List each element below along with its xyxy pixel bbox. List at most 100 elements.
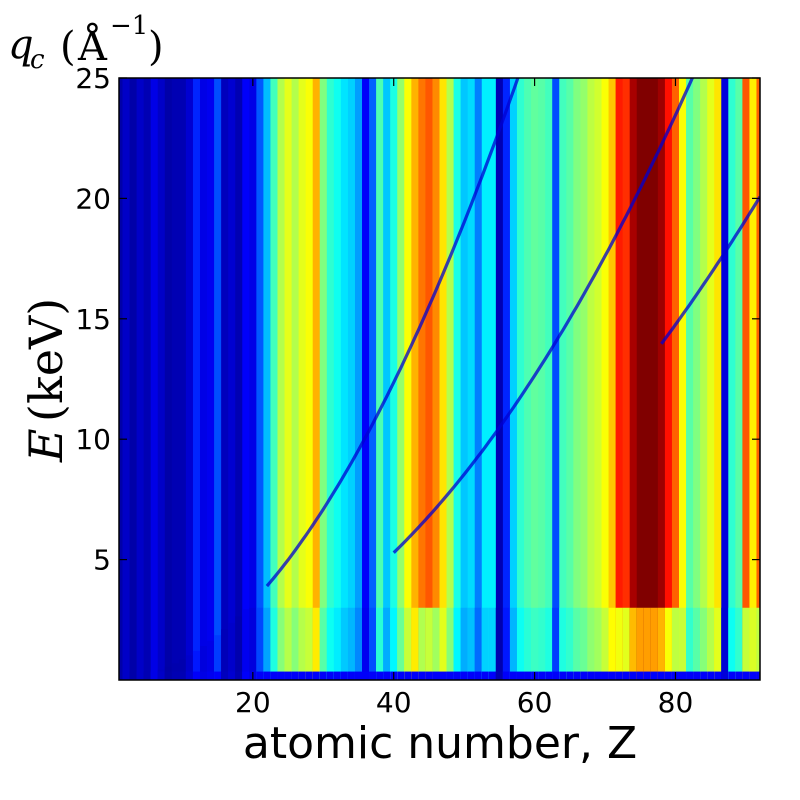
- edge-curve-L: [392, 78, 695, 554]
- heatmap-cell: [580, 78, 589, 680]
- heatmap-cell: [185, 78, 194, 680]
- heatmap-cell-base: [707, 671, 715, 680]
- heatmap-cell-base: [615, 671, 624, 680]
- y-tick-label: 25: [75, 62, 111, 95]
- heatmap-cell-low: [749, 607, 758, 680]
- heatmap-cell-base: [714, 671, 722, 680]
- heatmap-cell-base: [235, 671, 243, 680]
- heatmap-cell-base: [432, 671, 441, 680]
- x-tick-label: 80: [658, 686, 694, 719]
- heatmap-cell-base: [270, 671, 279, 680]
- y-axis-ticks: 5 10 15 20 25: [75, 62, 760, 577]
- heatmap-cell-low: [502, 607, 511, 680]
- heatmap-cell: [488, 78, 497, 680]
- heatmap-cell-low: [608, 607, 617, 680]
- heatmap-cell-base: [495, 671, 504, 680]
- heatmap-cell: [119, 78, 124, 680]
- heatmap-cell: [221, 78, 229, 680]
- heatmap-cell: [157, 78, 166, 680]
- heatmap-cell-base: [319, 671, 328, 680]
- heatmap-cell-base: [171, 671, 180, 680]
- heatmap-cell-low: [707, 607, 715, 680]
- heatmap-cell-low: [397, 607, 405, 680]
- x-axis-ticks: 20 40 60 80: [235, 78, 693, 719]
- heatmap-cell-low: [594, 607, 603, 680]
- heatmap-cell: [678, 78, 687, 680]
- heatmap-cell: [742, 78, 751, 680]
- heatmap-cell-base: [333, 671, 342, 680]
- heatmap-cell-base: [636, 671, 645, 680]
- heatmap-cell: [326, 78, 335, 680]
- heatmap-cell-low: [284, 607, 293, 680]
- heatmap-cell: [228, 78, 236, 680]
- heatmap-cell: [594, 78, 603, 680]
- heatmap-cell: [516, 78, 525, 680]
- heatmap-cell-low: [439, 607, 448, 680]
- heatmap-cell-low: [629, 607, 638, 680]
- heatmap-cell: [474, 78, 483, 680]
- heatmap-cell-low: [559, 607, 567, 680]
- heatmap-cell-low: [524, 607, 532, 680]
- heatmap-cell-low: [728, 607, 736, 680]
- heatmap-cell-low: [573, 607, 581, 680]
- heatmap-cell: [509, 78, 518, 680]
- heatmap-cell: [749, 78, 758, 680]
- heatmap-cell-low: [221, 629, 229, 680]
- heatmap-cell-base: [129, 671, 138, 680]
- heatmap-cell-low: [474, 607, 483, 680]
- heatmap-cell-low: [425, 607, 434, 680]
- heatmap-cell-base: [340, 671, 349, 680]
- heatmap-cell-base: [369, 671, 377, 680]
- heatmap-cell: [347, 78, 356, 680]
- heatmap-cell-low: [432, 607, 441, 680]
- heatmap-cell-base: [460, 671, 469, 680]
- heatmap-cell: [383, 78, 391, 680]
- heatmap-cell-low: [622, 607, 631, 680]
- heatmap-cell: [686, 78, 694, 680]
- heatmap-cell-base: [425, 671, 434, 680]
- heatmap-cell-base: [728, 671, 736, 680]
- heatmap-cell: [136, 78, 145, 680]
- heatmap-cell-low: [552, 607, 560, 680]
- heatmap-cell: [552, 78, 560, 680]
- heatmap-cell: [432, 78, 441, 680]
- heatmap-cell: [369, 78, 377, 680]
- heatmap-cell-base: [221, 671, 229, 680]
- heatmap-cell-low: [545, 607, 553, 680]
- top-label-open-paren: (: [60, 24, 76, 70]
- heatmap-cell: [693, 78, 701, 680]
- heatmap-cell: [460, 78, 469, 680]
- heatmap-cell: [467, 78, 476, 680]
- heatmap-cell-base: [362, 671, 370, 680]
- heatmap-cell: [756, 78, 760, 680]
- x-axis-label: atomic number, Z: [243, 718, 637, 769]
- heatmap-cell: [362, 78, 370, 680]
- heatmap-cell: [143, 78, 152, 680]
- heatmap-cell: [657, 78, 666, 680]
- heatmap-cell-base: [192, 671, 201, 680]
- heatmap-cell: [411, 78, 419, 680]
- heatmap-cell-low: [693, 607, 701, 680]
- heatmap-cell: [559, 78, 567, 680]
- heatmap-cells: [119, 78, 760, 680]
- heatmap-cell-base: [122, 671, 131, 680]
- heatmap-cell-low: [735, 607, 743, 680]
- heatmap-cell-base: [383, 671, 391, 680]
- heatmap-cell-base: [756, 671, 760, 680]
- top-label-close-paren: ): [148, 24, 164, 70]
- heatmap-cell-low: [214, 635, 222, 680]
- heatmap-cell-low: [700, 607, 708, 680]
- heatmap-cell: [164, 78, 173, 680]
- heatmap-cell-base: [305, 671, 314, 680]
- heatmap-cell-base: [242, 671, 250, 680]
- heatmap-cell-base: [735, 671, 743, 680]
- heatmap-cell: [200, 78, 208, 680]
- heatmap-cell-low: [671, 607, 680, 680]
- plot-area: [119, 78, 760, 680]
- heatmap-cell: [249, 78, 257, 680]
- heatmap-cell-low: [270, 607, 279, 680]
- plot-frame: [118, 77, 761, 681]
- heatmap-cell-base: [354, 671, 363, 680]
- heatmap-cell-base: [622, 671, 631, 680]
- heatmap-cell-low: [495, 607, 504, 680]
